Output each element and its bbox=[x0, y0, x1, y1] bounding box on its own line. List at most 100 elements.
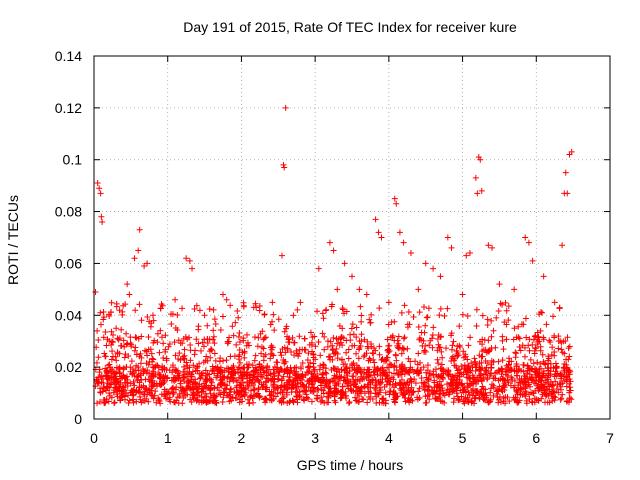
data-point bbox=[525, 239, 532, 246]
data-point bbox=[540, 273, 547, 280]
data-point bbox=[507, 382, 514, 389]
data-point bbox=[210, 336, 217, 343]
data-point bbox=[426, 342, 433, 349]
data-point bbox=[184, 370, 191, 377]
data-point bbox=[159, 377, 166, 384]
data-point bbox=[280, 373, 287, 380]
data-point bbox=[567, 384, 574, 391]
data-point bbox=[414, 367, 421, 374]
data-point bbox=[96, 185, 103, 192]
data-point bbox=[489, 381, 495, 388]
data-point bbox=[277, 389, 284, 396]
data-point bbox=[185, 383, 192, 390]
data-point bbox=[551, 352, 558, 359]
data-point bbox=[187, 373, 194, 380]
data-points bbox=[92, 104, 575, 407]
data-point bbox=[305, 377, 312, 384]
data-point bbox=[306, 377, 313, 384]
data-point bbox=[269, 344, 276, 351]
data-point bbox=[422, 322, 429, 329]
data-point bbox=[144, 391, 151, 398]
data-point bbox=[112, 375, 119, 382]
data-point bbox=[448, 244, 455, 251]
data-point bbox=[236, 338, 243, 345]
data-point bbox=[319, 310, 326, 317]
data-point bbox=[220, 291, 226, 298]
data-point bbox=[479, 312, 486, 319]
data-point bbox=[122, 301, 129, 308]
data-point bbox=[206, 348, 213, 355]
data-point bbox=[264, 363, 271, 370]
data-point bbox=[153, 399, 160, 406]
data-point bbox=[288, 348, 295, 355]
data-point bbox=[132, 344, 139, 351]
data-point bbox=[244, 364, 251, 371]
data-point bbox=[195, 323, 202, 330]
data-point bbox=[239, 375, 246, 382]
data-point bbox=[193, 384, 200, 391]
data-point bbox=[160, 340, 167, 347]
data-point bbox=[174, 311, 181, 318]
data-point bbox=[526, 371, 533, 378]
data-point bbox=[260, 369, 267, 376]
data-point bbox=[210, 397, 217, 404]
data-point bbox=[141, 388, 148, 395]
data-point bbox=[360, 353, 367, 360]
y-tick-label: 0.14 bbox=[55, 48, 82, 64]
data-point bbox=[539, 309, 546, 316]
data-point bbox=[531, 399, 538, 406]
data-point bbox=[315, 265, 322, 272]
data-point bbox=[549, 344, 556, 351]
data-point bbox=[259, 374, 266, 381]
data-point bbox=[376, 389, 383, 396]
data-point bbox=[383, 356, 390, 363]
data-point bbox=[111, 400, 118, 407]
data-point bbox=[334, 373, 341, 380]
data-point bbox=[476, 395, 483, 402]
data-point bbox=[133, 398, 140, 405]
data-point bbox=[251, 386, 258, 393]
data-point bbox=[319, 397, 326, 404]
data-point bbox=[118, 342, 125, 349]
y-tick-label: 0.04 bbox=[55, 307, 82, 323]
data-point bbox=[395, 333, 402, 340]
data-point bbox=[319, 330, 326, 337]
data-point bbox=[525, 379, 532, 386]
data-point bbox=[534, 359, 541, 366]
data-point bbox=[483, 349, 490, 356]
data-point bbox=[514, 398, 521, 405]
data-point bbox=[94, 180, 101, 187]
data-point bbox=[204, 322, 211, 329]
data-point bbox=[340, 390, 347, 397]
data-point bbox=[131, 255, 138, 262]
data-point bbox=[562, 338, 569, 345]
y-tick-label: 0.08 bbox=[55, 204, 82, 220]
data-point bbox=[107, 364, 114, 371]
data-point bbox=[522, 315, 529, 322]
data-point bbox=[435, 384, 442, 391]
data-point bbox=[310, 351, 317, 358]
data-point bbox=[542, 379, 549, 386]
data-point bbox=[563, 356, 570, 363]
data-point bbox=[201, 336, 208, 343]
data-point bbox=[486, 398, 493, 405]
data-point bbox=[169, 369, 176, 376]
data-point bbox=[219, 399, 226, 406]
data-point bbox=[541, 360, 548, 367]
data-point bbox=[191, 351, 198, 358]
data-point bbox=[128, 341, 135, 348]
data-point bbox=[197, 374, 204, 381]
data-point bbox=[356, 338, 363, 345]
data-point bbox=[466, 391, 473, 398]
data-point bbox=[176, 393, 183, 400]
data-point bbox=[501, 319, 508, 326]
data-point bbox=[103, 367, 110, 374]
data-point bbox=[496, 367, 503, 374]
data-point bbox=[530, 390, 537, 397]
data-point bbox=[95, 336, 102, 343]
data-point bbox=[127, 334, 134, 341]
data-point bbox=[217, 382, 224, 389]
data-point bbox=[172, 352, 179, 359]
data-point bbox=[333, 345, 340, 352]
data-point bbox=[458, 363, 465, 370]
